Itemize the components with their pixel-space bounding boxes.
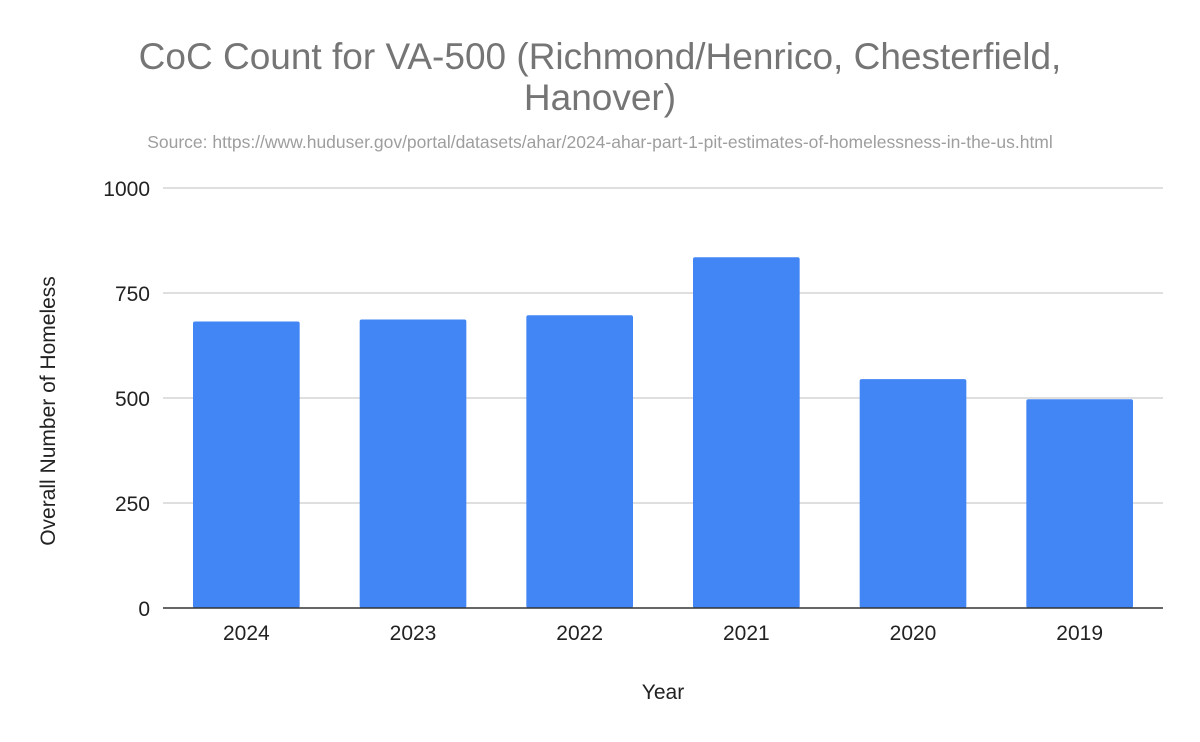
y-tick-label-500: 500 [115,388,150,411]
bar-2020 [859,379,967,608]
bar-2024 [193,321,300,608]
x-tick-label-2024: 2024 [223,622,270,645]
y-tick-label-0: 0 [138,598,150,621]
x-tick-label-2023: 2023 [390,622,437,645]
chart-title-line-1: CoC Count for VA-500 (Richmond/Henrico, … [139,36,1062,77]
bar-2023 [359,319,467,608]
bar-2022 [526,315,633,608]
x-tick-label-2019: 2019 [1056,622,1103,645]
x-tick-label-2020: 2020 [890,622,937,645]
y-axis-label: Overall Number of Homeless [37,276,60,546]
x-axis-label: Year [642,681,684,704]
x-tick-labels: 2024 2023 2022 2021 2020 2019 [223,622,1103,645]
y-tick-labels: 0 250 500 750 1000 [103,178,150,621]
gridlines [163,187,1163,504]
bars [193,257,1133,608]
y-tick-label-250: 250 [115,493,150,516]
x-tick-label-2021: 2021 [723,622,770,645]
bar-2019 [1026,399,1133,608]
chart-title-line-2: Hanover) [524,77,676,118]
chart-subtitle: Source: https://www.huduser.gov/portal/d… [147,132,1053,152]
y-tick-label-1000: 1000 [103,178,150,201]
x-tick-label-2022: 2022 [556,622,603,645]
bar-2021 [693,257,800,608]
y-tick-label-750: 750 [115,283,150,306]
